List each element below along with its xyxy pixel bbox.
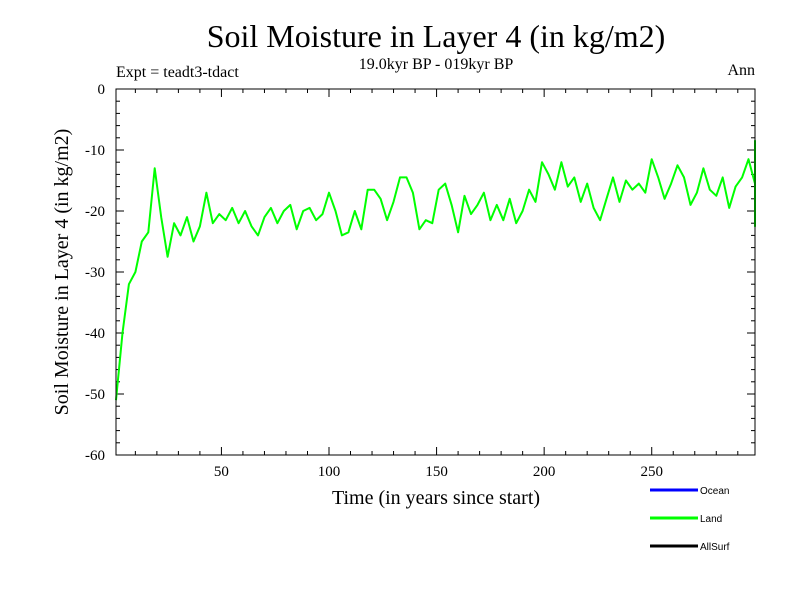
- chart-title: Soil Moisture in Layer 4 (in kg/m2): [207, 18, 666, 54]
- y-tick-label: -20: [85, 204, 105, 220]
- x-axis-label: Time (in years since start): [332, 487, 540, 509]
- series-line-land: [115, 139, 756, 401]
- y-tick-label: -40: [85, 326, 105, 342]
- experiment-label: Expt = teadt3-tdact: [116, 64, 239, 81]
- y-tick-label: -10: [85, 143, 105, 159]
- y-tick-label: -60: [85, 448, 105, 464]
- y-tick-label: -50: [85, 387, 105, 403]
- x-tick-label: 100: [318, 464, 341, 480]
- chart-subtitle: 19.0kyr BP - 019kyr BP: [359, 56, 514, 73]
- y-tick-label: -30: [85, 265, 105, 281]
- plot-frame: [115, 88, 756, 456]
- x-tick-label: 250: [640, 464, 663, 480]
- legend: Ocean Land AllSurf: [650, 486, 730, 553]
- legend-label-allsurf: AllSurf: [700, 542, 730, 553]
- y-axis-label: Soil Moisture in Layer 4 (in kg/m2): [51, 129, 73, 416]
- x-tick-label: 50: [214, 464, 229, 480]
- x-tick-label: 150: [425, 464, 448, 480]
- y-tick-label: 0: [98, 82, 106, 98]
- x-tick-label: 200: [533, 464, 556, 480]
- series-layer: [115, 139, 756, 401]
- legend-label-ocean: Ocean: [700, 486, 729, 497]
- period-label: Ann: [727, 62, 755, 79]
- y-axis-ticks: 0 -10 -20 -30 -40 -50 -60: [85, 82, 755, 464]
- x-axis-ticks: 50 100 150 200 250: [134, 89, 739, 480]
- legend-label-land: Land: [700, 514, 722, 525]
